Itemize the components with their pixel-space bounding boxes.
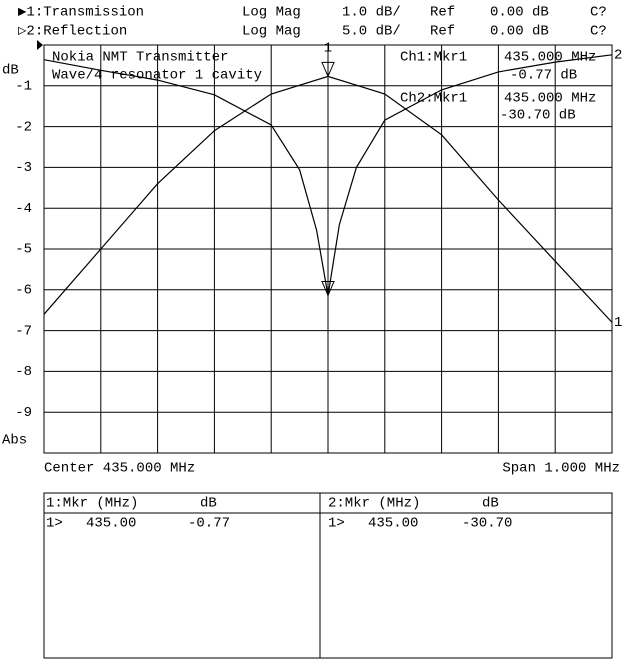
y-tick-label: -9 — [15, 405, 32, 421]
table-cell: 1> — [46, 516, 63, 532]
cal-status: C? — [590, 5, 607, 21]
readout-value: -30.70 dB — [500, 108, 576, 124]
annotation: Wave/4 resonator 1 cavity — [52, 68, 262, 84]
center-freq: Center 435.000 MHz — [44, 461, 195, 477]
y-axis-label: dB — [2, 63, 19, 79]
readout-label: Ch1:Mkr1 — [400, 50, 467, 66]
table-cell: 435.00 — [368, 516, 418, 532]
ref-value: 0.00 dB — [490, 5, 549, 21]
marker — [321, 61, 335, 78]
annotation: Nokia NMT Transmitter — [52, 50, 228, 66]
table-cell: 1> — [328, 516, 345, 532]
marker-table-frame — [43, 492, 613, 659]
readout-freq: 435.000 MHz — [504, 50, 596, 66]
trace-header: ▶1:Transmission — [18, 5, 144, 21]
readout-freq: 435.000 MHz — [504, 91, 596, 107]
readout-value: -0.77 dB — [510, 68, 577, 84]
span: Span 1.000 MHz — [502, 461, 620, 477]
ref-label: Ref — [430, 5, 455, 21]
y-axis-label: Abs — [2, 433, 27, 449]
reference-pointer — [37, 40, 43, 50]
trace-label: 1 — [614, 315, 622, 331]
trace-label: 2 — [614, 47, 622, 63]
readout-label: Ch2:Mkr1 — [400, 91, 467, 107]
ref-label: Ref — [430, 24, 455, 40]
y-tick-label: -2 — [15, 119, 32, 135]
y-tick-label: -5 — [15, 242, 32, 258]
y-tick-label: -8 — [15, 364, 32, 380]
trace-header: ▷2:Reflection — [18, 24, 127, 40]
table-cell: -0.77 — [188, 516, 230, 532]
table-header: dB — [200, 496, 217, 512]
table-header: 1:Mkr (MHz) — [46, 496, 138, 512]
cal-status: C? — [590, 24, 607, 40]
y-tick-label: -1 — [15, 79, 32, 95]
format: Log Mag — [242, 5, 301, 21]
marker — [321, 281, 335, 297]
scale: 5.0 dB/ — [342, 24, 401, 40]
y-tick-label: -4 — [15, 201, 32, 217]
scale: 1.0 dB/ — [342, 5, 401, 21]
ref-value: 0.00 dB — [490, 24, 549, 40]
marker-label: 1 — [324, 41, 332, 57]
y-tick-label: -3 — [15, 160, 32, 176]
y-tick-label: -6 — [15, 283, 32, 299]
y-tick-label: -7 — [15, 323, 32, 339]
format: Log Mag — [242, 24, 301, 40]
table-cell: 435.00 — [86, 516, 136, 532]
table-header: dB — [482, 496, 499, 512]
table-header: 2:Mkr (MHz) — [328, 496, 420, 512]
table-cell: -30.70 — [462, 516, 512, 532]
